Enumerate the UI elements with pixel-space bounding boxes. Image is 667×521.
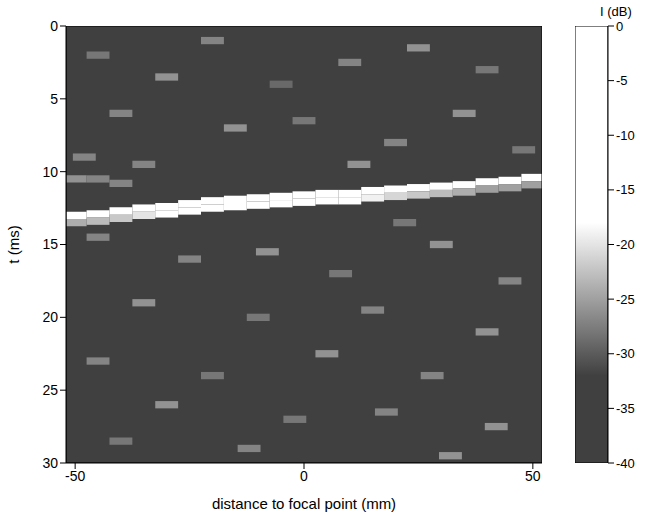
- svg-text:5: 5: [50, 91, 58, 107]
- svg-text:25: 25: [42, 382, 58, 398]
- html-text:I (dB): I (dB): [600, 4, 632, 19]
- svg-text:0: 0: [50, 18, 58, 34]
- svg-text:-10: -10: [616, 128, 635, 143]
- svg-text:distance to focal point (mm): distance to focal point (mm): [212, 495, 396, 512]
- svg-text:-40: -40: [616, 456, 635, 471]
- svg-text:30: 30: [42, 455, 58, 471]
- svg-text:-25: -25: [616, 292, 635, 307]
- svg-text:0: 0: [300, 468, 308, 484]
- svg-text:-20: -20: [616, 237, 635, 252]
- svg-text:20: 20: [42, 309, 58, 325]
- svg-text:-30: -30: [616, 346, 635, 361]
- svg-text:50: 50: [525, 468, 541, 484]
- svg-text:-50: -50: [65, 468, 85, 484]
- svg-text:-35: -35: [616, 401, 635, 416]
- svg-text:15: 15: [42, 236, 58, 252]
- svg-text:10: 10: [42, 164, 58, 180]
- svg-text:0: 0: [616, 19, 623, 34]
- svg-text:-5: -5: [616, 73, 628, 88]
- svg-text:t (ms): t (ms): [5, 225, 22, 263]
- svg-text:-15: -15: [616, 182, 635, 197]
